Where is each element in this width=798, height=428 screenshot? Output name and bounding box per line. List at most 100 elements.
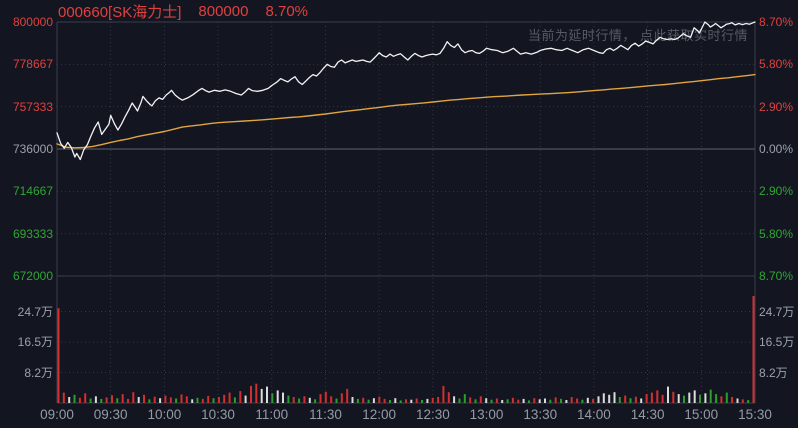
volume-bar (752, 296, 755, 403)
volume-bar (405, 399, 407, 403)
volume-bar (185, 396, 188, 403)
volume-bar (447, 392, 450, 403)
volume-bar (613, 392, 616, 403)
volume-bar (111, 395, 113, 403)
volume-bar (560, 398, 562, 403)
volume-bar (528, 400, 530, 403)
volume-bar (62, 392, 65, 403)
volume-bar (645, 394, 648, 403)
volume-bar (378, 396, 381, 403)
volume-bar (581, 399, 584, 403)
volume-bar (282, 392, 284, 403)
volume-bar (618, 397, 621, 403)
volume-bar (741, 399, 744, 403)
volume-bar (223, 394, 226, 403)
volume-bar (73, 394, 76, 403)
volume-bar (699, 394, 701, 403)
volume-bar (250, 385, 252, 403)
volume-bar (340, 393, 343, 403)
volume-bar (330, 396, 333, 403)
volume-bar (415, 398, 418, 403)
volume-bar (458, 398, 461, 403)
volume-bar (260, 388, 263, 403)
volume-bar (592, 398, 595, 403)
volume-bar (314, 399, 317, 403)
volume-bar (453, 396, 456, 403)
volume-bar (212, 398, 215, 403)
volume-bar (624, 395, 627, 403)
volume-bar (239, 391, 242, 403)
volume-bar (410, 399, 413, 403)
volume-bar (570, 397, 573, 403)
volume-bar (164, 395, 167, 403)
volume-bar (68, 397, 71, 403)
volume-bar (394, 398, 397, 403)
volume-bar (266, 386, 268, 403)
volume-bar (324, 391, 327, 403)
volume-bar (650, 392, 653, 403)
volume-bar (463, 394, 466, 403)
volume-bar (485, 398, 488, 403)
volume-bar (228, 392, 231, 403)
volume-bar (276, 390, 279, 403)
volume-bar (667, 386, 669, 403)
volume-bar (538, 399, 541, 403)
volume-bar (362, 397, 365, 403)
volume-bar (292, 397, 295, 403)
volume-bar (127, 398, 129, 403)
volume-bar (303, 396, 306, 403)
volume-bar (608, 394, 611, 403)
chart-header: 000660[SK海力士] 800000 8.70% (58, 1, 308, 21)
volume-bar (153, 396, 156, 403)
volume-bar (586, 397, 589, 403)
volume-bar (346, 388, 349, 403)
volume-bar (640, 398, 643, 403)
volume-bar (356, 398, 359, 403)
volume-bar (506, 399, 509, 403)
delayed-quote-label: 当前为延时行情， (527, 28, 640, 43)
volume-bar (469, 397, 472, 403)
average-price-line (56, 73, 756, 149)
volume-bar (720, 396, 723, 403)
volume-bar (677, 394, 680, 403)
volume-bar (511, 397, 514, 403)
volume-bar (57, 308, 60, 403)
volume-bar (533, 398, 536, 403)
volume-bar (629, 398, 632, 403)
volume-bar (137, 397, 140, 403)
volume-bar (634, 396, 637, 403)
volume-bar (725, 392, 728, 403)
volume-bar (207, 395, 210, 403)
volume-bar (517, 399, 520, 403)
volume-bar (351, 397, 354, 403)
volume-bar (271, 393, 274, 403)
volume-bar (94, 396, 97, 403)
volume-bar (233, 397, 236, 403)
volume-bar (709, 389, 712, 403)
volume-bar (442, 385, 445, 403)
volume-bar (426, 398, 429, 403)
volume-bar (383, 398, 386, 403)
volume-bar (693, 390, 696, 403)
volume-bar (736, 398, 739, 403)
volume-bar (656, 390, 659, 403)
volume-bar (474, 399, 477, 403)
volume-bar (169, 397, 172, 403)
volume-bar (148, 399, 151, 403)
volume-bar (298, 398, 301, 403)
volume-bar (437, 397, 440, 403)
volume-bar (688, 392, 691, 403)
volume-bar (244, 395, 247, 403)
volume-bar (554, 397, 557, 403)
volume-bar (335, 398, 338, 403)
volume-bar (683, 395, 685, 403)
volume-bar (431, 397, 434, 403)
volume-bar (715, 394, 718, 403)
volume-bar (143, 394, 145, 403)
volume-bar (522, 398, 525, 403)
volume-bar (565, 400, 568, 403)
volume-bar (132, 392, 135, 403)
volume-bar (78, 397, 81, 403)
